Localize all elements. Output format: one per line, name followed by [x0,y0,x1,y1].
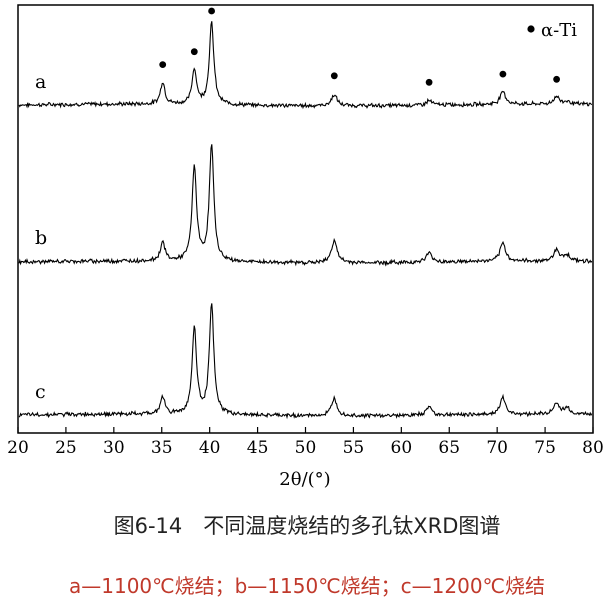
peak-marker-icon [499,70,507,78]
x-tick-label: 25 [55,438,77,458]
x-tick-label: 70 [486,438,508,458]
x-tick-label: 30 [103,438,125,458]
peak-marker-icon [330,72,338,80]
series-line-b [18,144,593,267]
series-label-a: a [35,71,46,93]
series-layer: a b c [18,21,593,420]
peak-marker-icon [425,78,433,86]
x-axis-ticks: 20 25 30 35 40 45 50 55 60 65 70 75 80 [7,427,604,458]
figure-caption-subtitle: a—1100℃烧结；b—1150℃烧结；c—1200℃烧结 [68,574,546,598]
series-label-b: b [35,227,47,249]
x-tick-label: 55 [343,438,365,458]
x-tick-label: 20 [7,438,29,458]
x-tick-label: 40 [199,438,221,458]
xrd-chart: a b c 20 25 30 35 40 45 50 55 60 65 70 75 80 α-Ti 2θ/(… [7,4,604,490]
figure-caption-title: 图6-14 不同温度烧结的多孔钛XRD图谱 [113,514,501,538]
series-line-c [18,303,593,420]
legend-label: α-Ti [541,20,577,41]
legend-marker-icon [527,25,535,33]
x-tick-label: 65 [438,438,460,458]
x-tick-label: 50 [295,438,317,458]
x-axis-title: 2θ/(°) [279,469,330,490]
peak-marker-icon [553,75,560,83]
peak-marker-layer [159,7,560,86]
legend: α-Ti [527,20,577,41]
plot-frame [17,4,594,434]
x-tick-label: 60 [391,438,413,458]
x-tick-label: 75 [534,438,556,458]
series-label-c: c [35,381,46,403]
peak-marker-icon [159,61,167,68]
x-tick-label: 35 [151,438,173,458]
peak-marker-icon [190,48,198,56]
x-tick-label: 80 [582,438,604,458]
peak-marker-icon [208,7,216,15]
series-line-a [18,21,593,110]
x-tick-label: 45 [247,438,269,458]
